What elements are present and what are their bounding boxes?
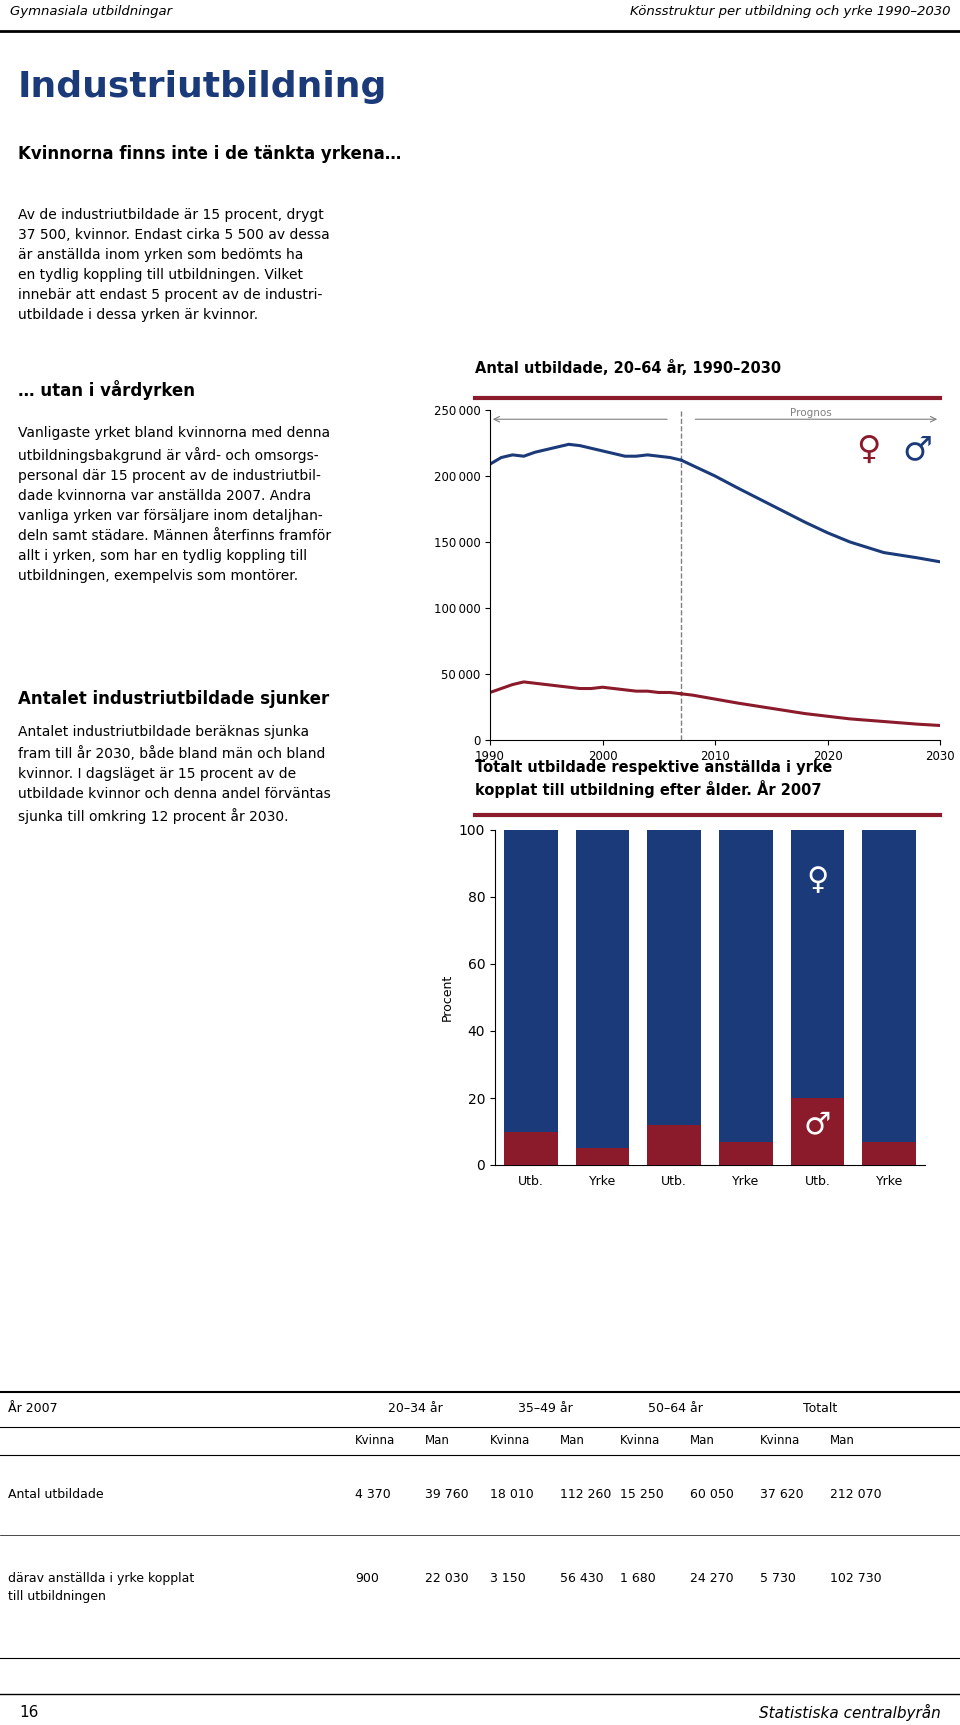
Text: 35–49 år: 35–49 år (517, 1401, 572, 1414)
Text: 5 730: 5 730 (760, 1571, 796, 1585)
Text: Antal utbildade
2007: Antal utbildade 2007 (493, 166, 609, 195)
Text: Kvinnor: Kvinnor (726, 248, 774, 260)
Text: 18 010: 18 010 (490, 1489, 534, 1501)
Text: 900: 900 (355, 1571, 379, 1585)
Text: Antal utbildade, 20–64 år, 1990–2030: Antal utbildade, 20–64 år, 1990–2030 (475, 361, 781, 376)
Text: Män: Män (833, 248, 859, 260)
Text: Kvinnorna finns inte i de tänkta yrkena…: Kvinnorna finns inte i de tänkta yrkena… (18, 145, 401, 162)
Y-axis label: Procent: Procent (441, 975, 453, 1021)
Bar (576, 830, 630, 1149)
Text: Totalt: Totalt (803, 1401, 837, 1414)
Text: 50–64 år: 50–64 år (648, 1401, 703, 1414)
Text: därav anställda i yrke kopplat
till utbildningen: därav anställda i yrke kopplat till utbi… (8, 1571, 194, 1603)
Text: 70 %: 70 % (726, 290, 764, 304)
Text: Antal utbildade: Antal utbildade (8, 1489, 104, 1501)
Bar (862, 1142, 916, 1164)
Text: Gymnasiala utbildningar: Gymnasiala utbildningar (10, 5, 172, 17)
Text: 1 680: 1 680 (620, 1571, 656, 1585)
Text: 440: 440 (195, 1145, 219, 1159)
Text: Statistiska centralbyrån: Statistiska centralbyrån (759, 1704, 941, 1720)
Text: Totalt utbildade respektive anställda i yrke
kopplat till utbildning efter ålder: Totalt utbildade respektive anställda i … (475, 761, 832, 797)
Text: 212 070: 212 070 (610, 290, 673, 304)
Text: 16: 16 (19, 1704, 38, 1720)
Text: Kvinna: Kvinna (760, 1435, 801, 1447)
Text: 24 270: 24 270 (690, 1571, 733, 1585)
Text: 3 150: 3 150 (490, 1571, 526, 1585)
Text: Kvinnor: Kvinnor (493, 248, 541, 260)
Text: 60 050: 60 050 (690, 1489, 733, 1501)
Text: 37 620: 37 620 (760, 1489, 804, 1501)
Text: Kvinna: Kvinna (620, 1435, 660, 1447)
Text: Företagare 2007: Företagare 2007 (31, 1068, 154, 1082)
Text: 1 670: 1 670 (195, 1106, 230, 1120)
Bar (719, 830, 773, 1142)
Text: År 2007: År 2007 (8, 1401, 58, 1414)
Text: Anställd i eget AB: Anställd i eget AB (31, 1145, 142, 1159)
Text: 10 710: 10 710 (253, 1106, 298, 1120)
Text: 39 760: 39 760 (425, 1489, 468, 1501)
Bar (791, 830, 845, 1099)
Bar (576, 1149, 630, 1164)
Text: 112 260: 112 260 (560, 1489, 612, 1501)
Text: Industriutbildning: Industriutbildning (18, 71, 388, 105)
Text: Män: Män (610, 248, 636, 260)
Text: 15 250: 15 250 (620, 1489, 663, 1501)
Text: Man: Man (425, 1435, 450, 1447)
Bar (504, 830, 558, 1132)
Text: 22 030: 22 030 (425, 1571, 468, 1585)
Text: 37 620: 37 620 (493, 290, 547, 304)
Bar (647, 1125, 701, 1164)
Text: Andel förvärvsarbetande 2007: Andel förvärvsarbetande 2007 (726, 166, 954, 178)
Text: 56 430: 56 430 (560, 1571, 604, 1585)
Text: 20–34 år: 20–34 år (388, 1401, 443, 1414)
Text: 212 070: 212 070 (830, 1489, 881, 1501)
Text: Kvinna: Kvinna (490, 1435, 530, 1447)
Text: ♀: ♀ (806, 866, 828, 895)
Text: ♂: ♂ (902, 433, 932, 466)
Text: 82 %: 82 % (833, 290, 872, 304)
Bar (504, 1132, 558, 1164)
Text: Man: Man (690, 1435, 715, 1447)
Text: ♂: ♂ (804, 1111, 831, 1138)
Text: Man: Man (560, 1435, 585, 1447)
Text: 4 370: 4 370 (355, 1489, 391, 1501)
Text: 102 730: 102 730 (830, 1571, 881, 1585)
Bar (647, 830, 701, 1125)
Text: Antalet industriutbildade beräknas sjunka
fram till år 2030, både bland män och : Antalet industriutbildade beräknas sjunk… (18, 724, 331, 825)
Text: Man: Man (830, 1435, 854, 1447)
Text: Prognos: Prognos (790, 407, 831, 417)
Text: Av de industriutbildade är 15 procent, drygt
37 500, kvinnor. Endast cirka 5 500: Av de industriutbildade är 15 procent, d… (18, 209, 329, 323)
Bar (791, 1099, 845, 1164)
Bar (862, 830, 916, 1142)
Text: Könsstruktur per utbildning och yrke 1990–2030: Könsstruktur per utbildning och yrke 199… (630, 5, 950, 17)
Text: Kvinnor: Kvinnor (195, 1068, 252, 1082)
Text: ♀: ♀ (855, 433, 880, 466)
Text: … utan i vårdyrken: … utan i vårdyrken (18, 380, 195, 400)
Bar (719, 1142, 773, 1164)
Text: Kvinna: Kvinna (355, 1435, 396, 1447)
Text: 6 650: 6 650 (253, 1145, 289, 1159)
Text: Män: Män (253, 1068, 285, 1082)
Text: Egenföretagare: Egenföretagare (31, 1106, 128, 1120)
Text: Vanligaste yrket bland kvinnorna med denna
utbildningsbakgrund är vård- och omso: Vanligaste yrket bland kvinnorna med den… (18, 426, 331, 583)
Text: Antalet industriutbildade sjunker: Antalet industriutbildade sjunker (18, 690, 329, 707)
